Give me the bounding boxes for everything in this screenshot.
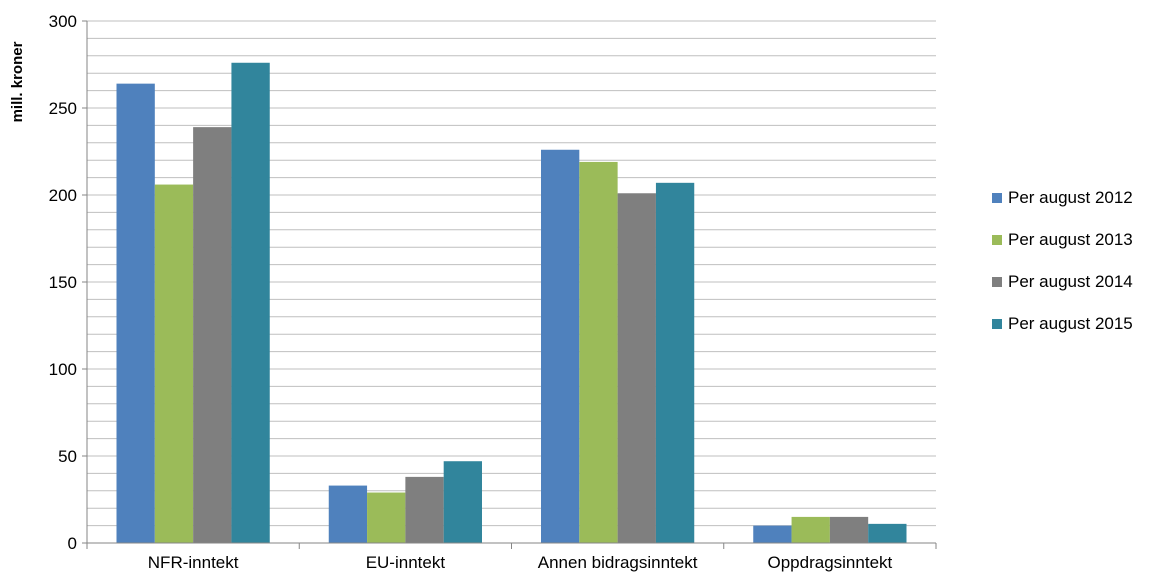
legend-label: Per august 2013: [1008, 230, 1133, 249]
y-tick-label: 100: [49, 360, 77, 379]
y-tick-label: 150: [49, 273, 77, 292]
category-label: NFR-inntekt: [148, 553, 239, 572]
bar: [579, 161, 618, 543]
legend-item: Per august 2012: [992, 188, 1133, 207]
axes: [82, 20, 937, 549]
bar: [443, 461, 482, 543]
bar: [655, 182, 695, 543]
y-tick-labels: 0 50 100 150 200 250 300: [49, 12, 77, 553]
y-tick-label: 50: [58, 447, 77, 466]
legend-item: Per august 2015: [992, 314, 1133, 333]
y-tick-label: 0: [68, 534, 77, 553]
legend-swatch: [992, 235, 1002, 245]
bar: [193, 127, 232, 543]
legend-item: Per august 2013: [992, 230, 1133, 249]
bar: [367, 492, 406, 543]
bar: [405, 476, 444, 543]
legend-label: Per august 2012: [1008, 188, 1133, 207]
y-axis-label: mill. kroner: [9, 41, 26, 122]
legend: Per august 2012 Per august 2013 Per august…: [992, 188, 1133, 333]
legend-swatch: [992, 193, 1002, 203]
bar: [753, 525, 792, 543]
bar: [231, 62, 270, 543]
bar: [116, 83, 155, 543]
category-label: Annen bidragsinntekt: [538, 553, 698, 572]
y-tick-label: 300: [49, 12, 77, 31]
legend-swatch: [992, 319, 1002, 329]
bar: [829, 516, 869, 543]
category-labels: NFR-inntekt EU-inntekt Annen bidragsinntek…: [148, 553, 893, 572]
y-tick-label: 250: [49, 99, 77, 118]
bar: [617, 193, 656, 543]
legend-label: Per august 2015: [1008, 314, 1133, 333]
bar: [541, 149, 580, 543]
bar: [868, 523, 907, 543]
bar: [154, 184, 194, 543]
category-label: EU-inntekt: [366, 553, 446, 572]
legend-swatch: [992, 277, 1002, 287]
bars: [116, 62, 907, 543]
bar: [328, 485, 368, 543]
legend-item: Per august 2014: [992, 272, 1133, 291]
y-tick-label: 200: [49, 186, 77, 205]
bar: [791, 516, 830, 543]
legend-label: Per august 2014: [1008, 272, 1133, 291]
category-label: Oppdragsinntekt: [768, 553, 893, 572]
